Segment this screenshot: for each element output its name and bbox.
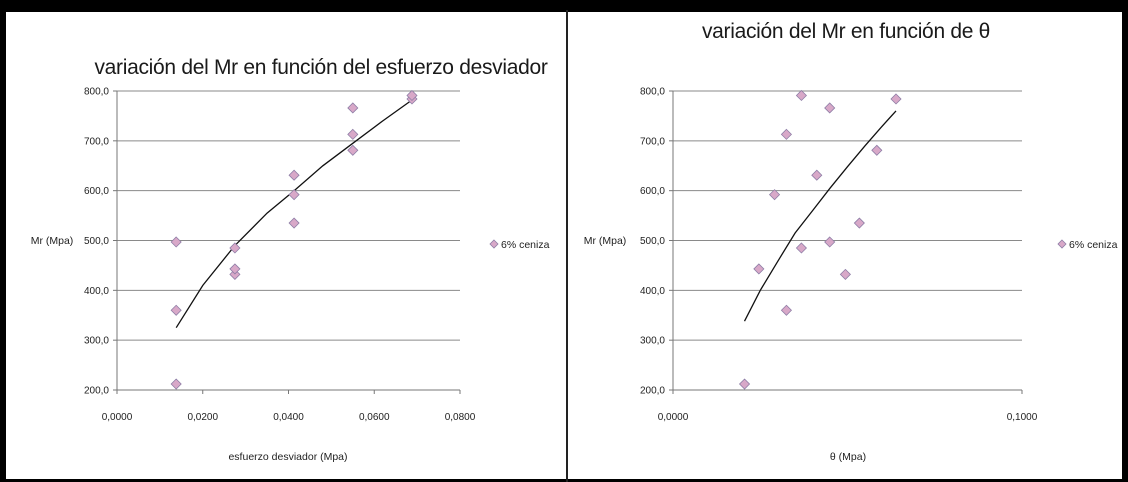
data-point [795, 242, 807, 254]
y-tick-label: 500,0 [640, 236, 665, 247]
x-tick-label: 0,0000 [102, 412, 133, 423]
y-tick-label: 600,0 [640, 186, 665, 197]
y-tick-label: 800,0 [640, 87, 665, 98]
y-axis-label: Mr (Mpa) [31, 235, 74, 247]
y-tick-label: 600,0 [84, 186, 109, 197]
data-point [170, 304, 182, 316]
data-point [288, 169, 300, 181]
legend-marker [489, 239, 499, 249]
data-point [839, 268, 851, 280]
y-tick-label: 400,0 [640, 286, 665, 297]
data-point [795, 89, 807, 102]
chart-title: variación del Mr en función de θ [702, 20, 990, 43]
data-point [853, 217, 865, 229]
data-point [780, 128, 792, 140]
x-tick-label: 0,0200 [187, 412, 218, 423]
data-point [824, 102, 836, 114]
y-tick-label: 300,0 [84, 336, 109, 347]
data-point [738, 378, 751, 390]
data-point [170, 378, 182, 390]
trendline [743, 110, 897, 322]
y-tick-label: 800,0 [84, 87, 109, 98]
x-axis-label: esfuerzo desviador (Mpa) [228, 451, 347, 463]
y-axis-label: Mr (Mpa) [584, 235, 627, 247]
y-tick-label: 700,0 [640, 136, 665, 147]
data-point [780, 304, 792, 316]
legend-marker [1057, 239, 1067, 249]
x-tick-label: 0,0800 [445, 412, 476, 423]
panel-divider [566, 10, 568, 482]
legend-label: 6% ceniza [1069, 239, 1118, 251]
data-point [406, 89, 418, 102]
data-point [890, 93, 902, 105]
data-point [811, 169, 823, 181]
x-tick-label: 0,0600 [359, 412, 390, 423]
data-point [229, 242, 241, 254]
data-point [288, 217, 300, 229]
data-point [347, 144, 359, 156]
data-point [824, 236, 836, 248]
data-point [347, 128, 359, 140]
y-tick-label: 700,0 [84, 136, 109, 147]
data-point [229, 263, 241, 275]
data-point [170, 236, 182, 248]
chart-title: variación del Mr en función del esfuerzo… [94, 56, 547, 79]
data-point [753, 263, 765, 275]
x-tick-label: 0,0000 [658, 412, 689, 423]
y-tick-label: 500,0 [84, 236, 109, 247]
x-tick-label: 0,0400 [273, 412, 304, 423]
data-point [288, 189, 300, 201]
legend-label: 6% ceniza [501, 239, 550, 251]
x-axis-label: θ (Mpa) [830, 451, 866, 463]
y-tick-label: 300,0 [640, 336, 665, 347]
y-tick-label: 200,0 [84, 386, 109, 397]
x-tick-label: 0,1000 [1007, 412, 1038, 423]
data-point [347, 102, 359, 114]
data-point [871, 144, 883, 156]
y-tick-label: 400,0 [84, 286, 109, 297]
y-tick-label: 200,0 [640, 386, 665, 397]
data-point [768, 189, 781, 201]
